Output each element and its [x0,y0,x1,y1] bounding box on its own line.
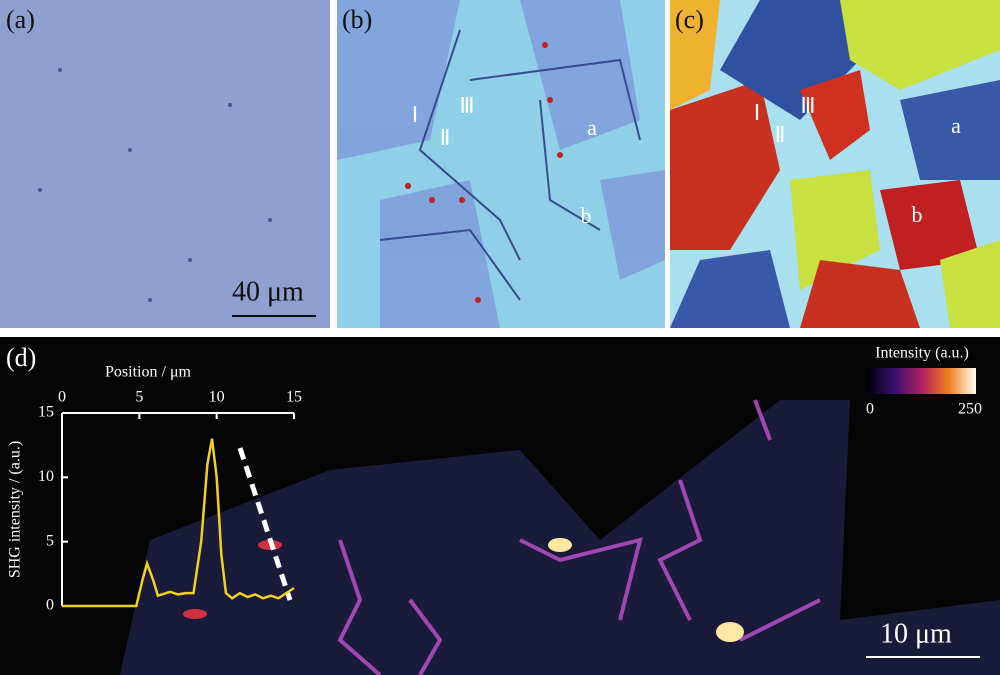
region-label: Ⅲ [459,93,474,118]
y-tick-label: 10 [38,468,54,485]
y-tick-label: 15 [38,404,54,421]
region-label: a [587,115,597,140]
region-label: Ⅰ [754,100,761,125]
panel-label: (c) [675,5,704,34]
colorbar [868,368,976,394]
colorbar-tick: 250 [958,401,982,418]
region-label: Ⅱ [775,122,786,147]
x-axis-label: Position / μm [105,364,191,381]
region-label: b [912,202,923,227]
x-tick-label: 0 [58,389,66,406]
scale-label: 10 μm [880,618,952,649]
region-label: Ⅲ [800,93,815,118]
colorbar-title: Intensity (a.u.) [875,345,969,362]
profile-line [237,447,293,601]
y-tick-label: 0 [46,597,54,614]
region-label: a [951,113,961,138]
y-tick-label: 5 [46,532,54,549]
region-label: Ⅰ [412,102,419,127]
data-line [62,438,295,608]
panel-label: (b) [342,5,372,34]
x-tick-label: 10 [209,389,225,406]
x-tick-label: 5 [135,389,143,406]
colorbar-tick: 0 [866,401,874,418]
region-label: Ⅱ [440,125,451,150]
panel-label: (a) [6,5,35,34]
scale-label: 40 μm [232,276,304,307]
domains [670,0,1000,328]
x-tick-label: 15 [286,389,302,406]
panel-label: (d) [6,343,36,372]
y-axis-label: SHG intensity / (a.u.) [7,441,24,578]
panel-a-image [0,0,330,328]
region-label: b [581,203,592,228]
